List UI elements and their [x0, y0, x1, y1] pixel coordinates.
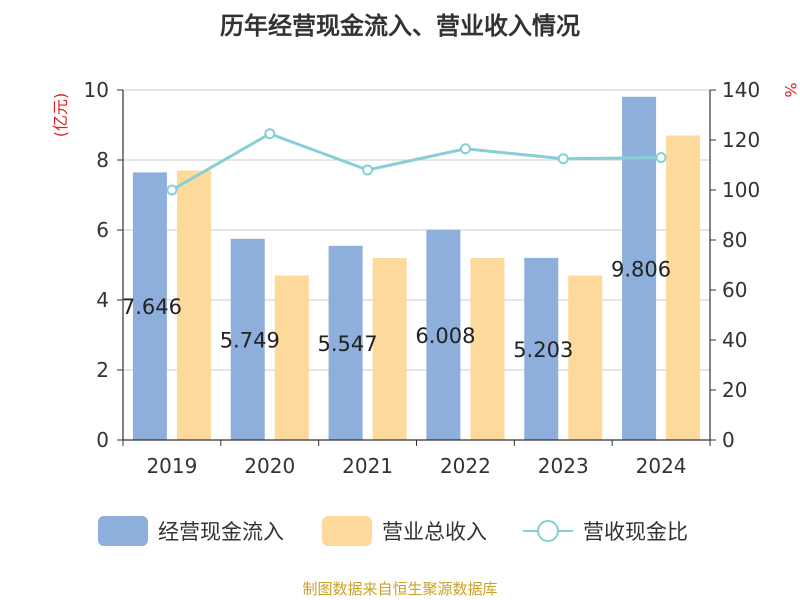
y-right-tick-label: 20	[722, 378, 747, 402]
bar	[524, 257, 559, 440]
y-right-tick-label: 80	[722, 228, 747, 252]
data-label: 5.203	[513, 338, 573, 362]
y-right-tick-label: 120	[722, 128, 760, 152]
x-tick-label: 2021	[342, 454, 393, 478]
bar	[274, 275, 309, 440]
bars	[132, 96, 701, 440]
line-point	[166, 184, 178, 196]
bar	[372, 258, 407, 440]
y-right-tick-label: 100	[722, 178, 760, 202]
y-right-tick-label: 0	[722, 428, 735, 452]
y-right-tick-label: 40	[722, 328, 747, 352]
bar	[568, 275, 603, 440]
line-point	[557, 153, 569, 165]
legend-marker-ratio	[523, 516, 573, 546]
bar	[666, 135, 701, 440]
data-label: 6.008	[415, 324, 475, 348]
line-point	[655, 152, 667, 163]
ratio-line-path	[171, 132, 662, 192]
chart-title: 历年经营现金流入、营业收入情况	[220, 12, 580, 40]
y-left-axis-label: (亿元)	[51, 93, 70, 138]
legend-label-revenue: 营业总收入	[382, 520, 487, 544]
line-point	[264, 128, 276, 140]
x-tick-label: 2020	[244, 454, 295, 478]
y-left-tick-label: 4	[96, 288, 109, 312]
bar	[328, 245, 363, 440]
bar	[230, 238, 265, 440]
x-tick-label: 2024	[636, 454, 687, 478]
y-right-axis-label: %	[781, 82, 800, 97]
bar	[176, 170, 211, 440]
legend-label-cash-inflow: 经营现金流入	[158, 520, 284, 544]
bar	[470, 258, 505, 440]
y-left-tick-label: 2	[96, 358, 109, 382]
x-tick-label: 2022	[440, 454, 491, 478]
y-right-tick-label: 140	[722, 78, 760, 102]
legend-swatch-cash-inflow	[98, 516, 148, 546]
x-tick-label: 2023	[538, 454, 589, 478]
y-left-tick-label: 10	[84, 78, 109, 102]
x-tick-label: 2019	[146, 454, 197, 478]
data-labels: 7.646 5.749 5.547 6.008 5.203 9.806	[122, 257, 671, 362]
line-point	[362, 164, 374, 176]
data-label: 9.806	[611, 257, 671, 281]
data-label: 5.749	[220, 328, 280, 352]
ratio-line	[166, 128, 667, 196]
bar	[132, 172, 167, 440]
data-label: 5.547	[318, 332, 378, 356]
legend-item-revenue[interactable]: 营业总收入	[322, 516, 487, 546]
source-note: 制图数据来自恒生聚源数据库	[302, 580, 498, 598]
legend-item-cash-inflow[interactable]: 经营现金流入	[98, 516, 284, 546]
legend-swatch-revenue	[322, 516, 372, 546]
line-point	[459, 143, 471, 155]
y-left-tick-label: 8	[96, 148, 109, 172]
y-right-tick-label: 60	[722, 278, 747, 302]
y-left-tick-label: 6	[96, 218, 109, 242]
y-left-tick-label: 0	[96, 428, 109, 452]
bar	[426, 229, 461, 440]
bar	[622, 96, 657, 440]
legend-item-ratio[interactable]: 营收现金比	[523, 516, 688, 546]
data-label: 7.646	[122, 295, 182, 319]
legend-label-ratio: 营收现金比	[583, 520, 688, 544]
legend: 经营现金流入 营业总收入 营收现金比	[0, 516, 800, 556]
